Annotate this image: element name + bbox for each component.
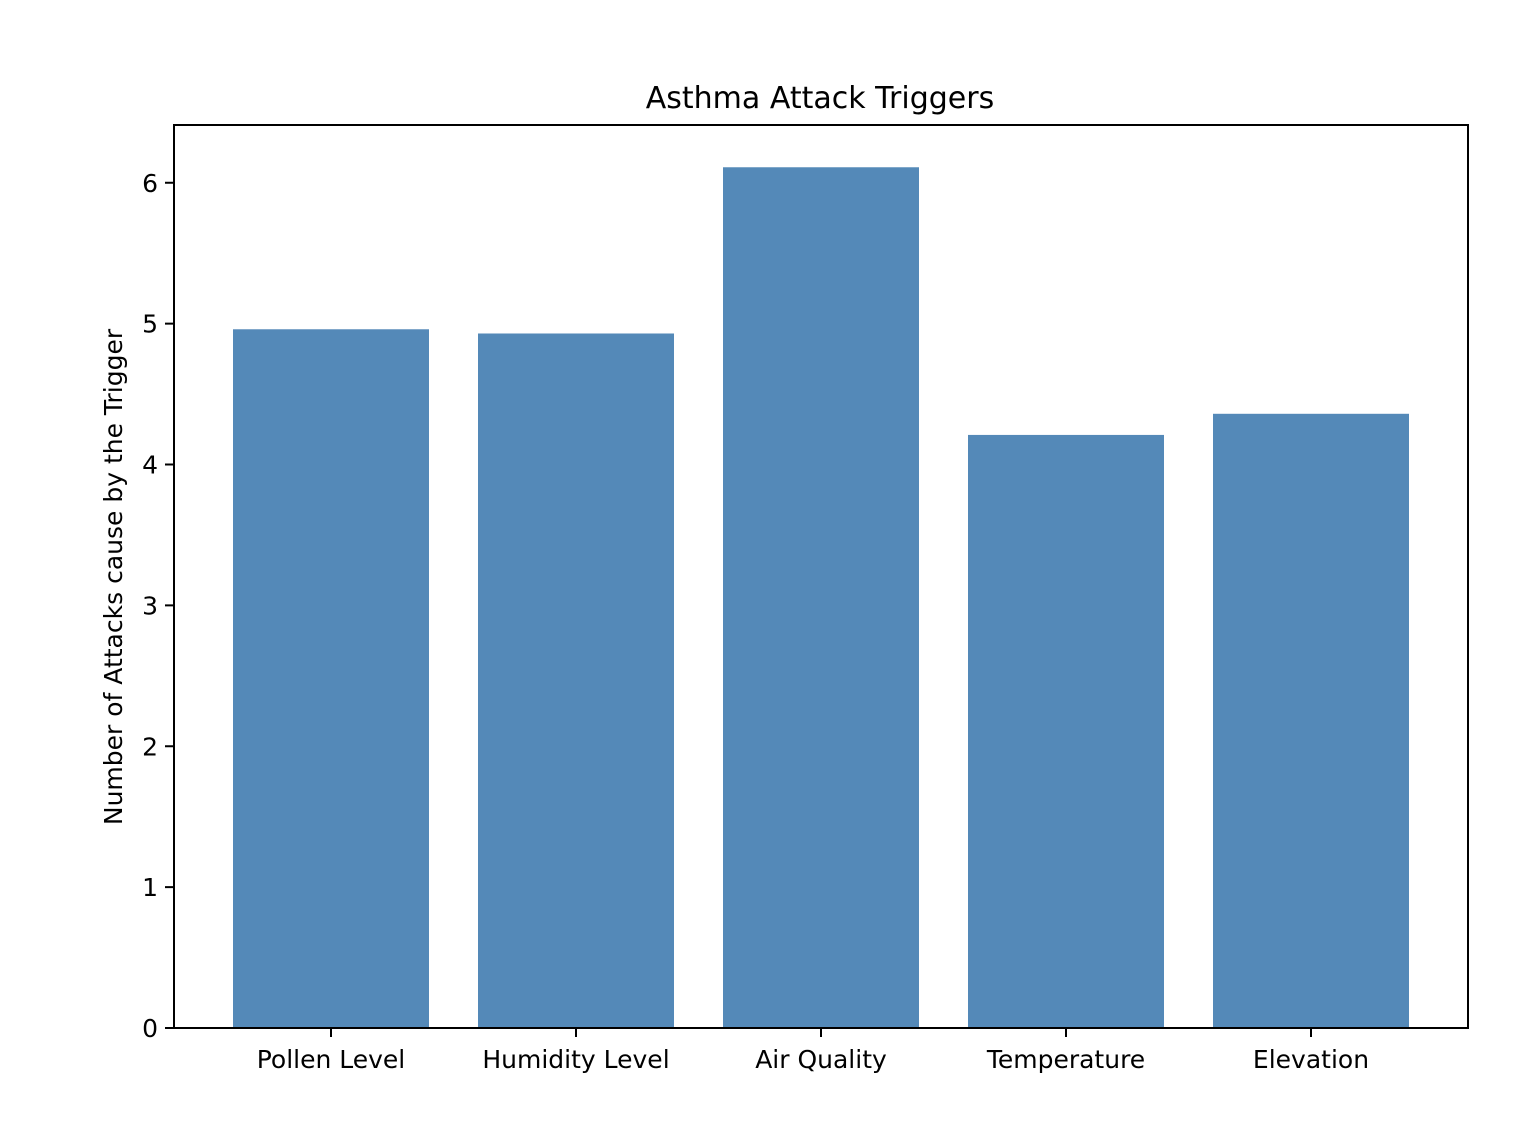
x-tick-label: Elevation (1253, 1045, 1369, 1074)
bars-layer (233, 167, 1409, 1028)
y-tick-label: 4 (142, 451, 158, 480)
y-axis: 0 1 2 3 4 5 6 (142, 169, 174, 1043)
y-tick-label: 5 (142, 310, 158, 339)
bar-air-quality (723, 167, 919, 1028)
y-tick-label: 0 (142, 1014, 158, 1043)
bar-temperature (968, 434, 1164, 1028)
x-tick-label: Humidity Level (482, 1045, 669, 1074)
bar-elevation (1213, 413, 1409, 1028)
x-tick-label: Pollen Level (257, 1045, 406, 1074)
x-tick-label: Air Quality (755, 1045, 887, 1074)
y-axis-label: Number of Attacks cause by the Trigger (99, 328, 128, 825)
x-axis: Pollen Level Humidity Level Air Quality Tem… (257, 1028, 1369, 1074)
chart-title: Asthma Attack Triggers (646, 81, 994, 116)
y-tick-label: 6 (142, 169, 158, 198)
y-tick-label: 3 (142, 591, 158, 620)
y-tick-label: 2 (142, 732, 158, 761)
bar-humidity-level (478, 333, 674, 1028)
x-tick-label: Temperature (986, 1045, 1145, 1074)
y-tick-label: 1 (142, 873, 158, 902)
bar-pollen-level (233, 329, 429, 1028)
